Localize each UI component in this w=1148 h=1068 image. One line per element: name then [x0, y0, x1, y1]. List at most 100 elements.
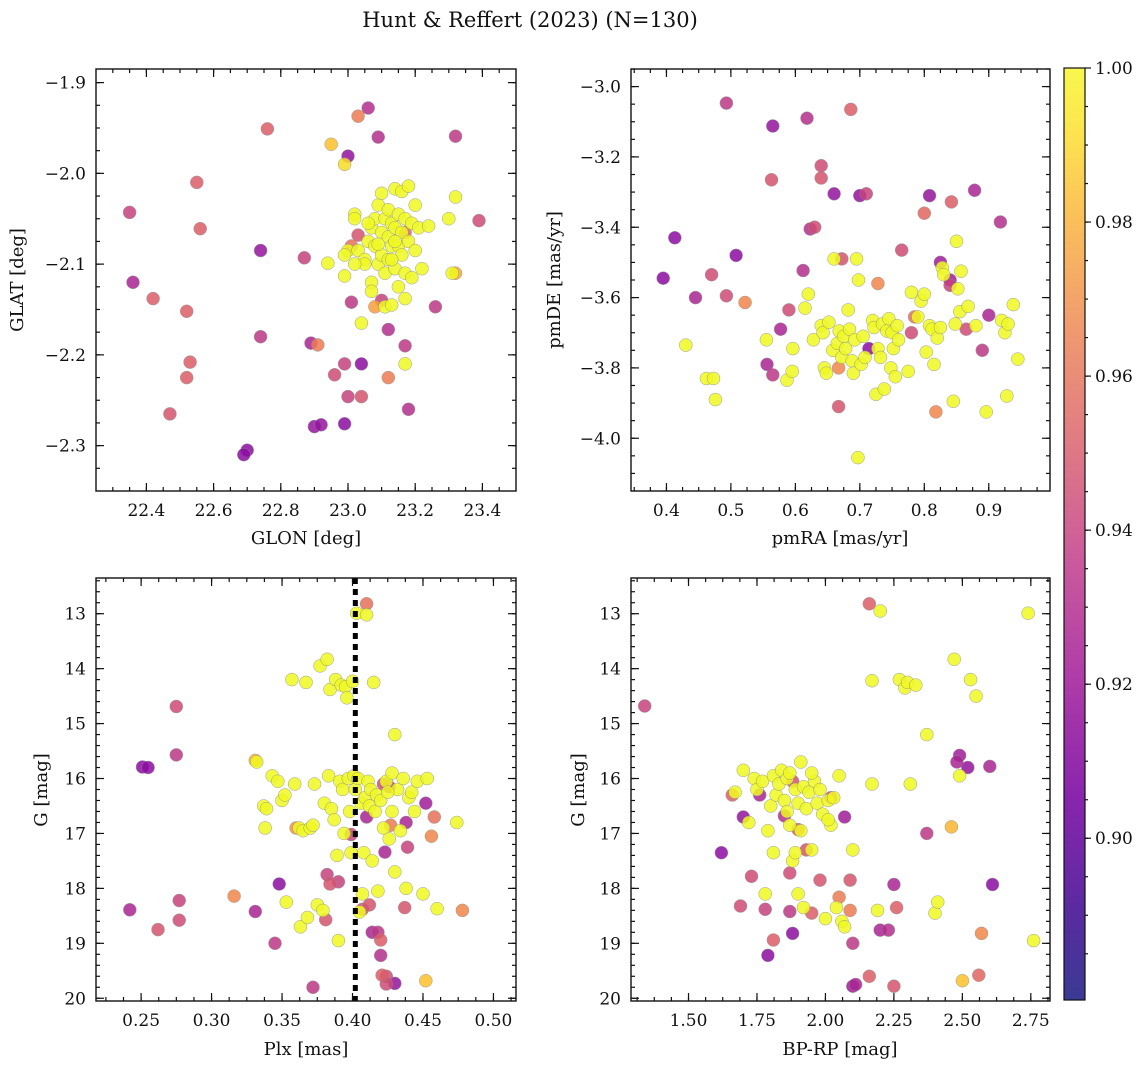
- p2-point: [936, 267, 951, 282]
- p2-points: [656, 96, 1025, 465]
- p1-point: [327, 368, 342, 382]
- p2-point: [917, 206, 932, 220]
- p4-point: [873, 604, 887, 618]
- p4-point: [813, 873, 827, 887]
- p2-point: [982, 308, 996, 322]
- p4-point: [744, 869, 759, 884]
- p3-point: [388, 727, 402, 742]
- p3-ytick-label: 19: [64, 934, 86, 954]
- p3-point: [306, 818, 320, 832]
- p3-point: [450, 815, 464, 830]
- p3-point: [331, 933, 346, 948]
- p4-point: [1021, 606, 1035, 620]
- p2-point: [929, 405, 943, 419]
- p4-point: [821, 812, 835, 827]
- figure-title: Hunt & Reffert (2023) (N=130): [362, 8, 698, 32]
- p1-point: [445, 266, 459, 280]
- p2-point: [1011, 352, 1025, 366]
- p1-point: [405, 270, 419, 285]
- p1-point: [398, 291, 412, 306]
- p4-point: [766, 933, 781, 947]
- p4-point: [826, 790, 841, 805]
- p3-point: [362, 898, 377, 912]
- p1-point: [183, 355, 197, 369]
- p1-point: [253, 243, 268, 258]
- p4-point: [714, 845, 729, 860]
- p2-point: [877, 382, 892, 396]
- p1-point: [398, 339, 412, 353]
- p1-point: [311, 338, 325, 352]
- p3-frame: [95, 577, 517, 1002]
- p2-point: [719, 289, 734, 303]
- p1-point: [163, 407, 177, 421]
- p4-point: [783, 866, 797, 880]
- p3-xtick-label: 0.35: [263, 1011, 301, 1031]
- p3-point: [123, 903, 137, 917]
- p4-point: [865, 673, 879, 688]
- p1-xtick-label: 23.4: [463, 501, 501, 521]
- p4-point: [794, 755, 808, 769]
- p3-point: [420, 771, 434, 786]
- p3-point: [373, 933, 388, 947]
- p1-point: [324, 137, 338, 152]
- p3-point: [285, 672, 299, 687]
- p3-xtick-label: 0.50: [475, 1011, 513, 1031]
- p2-point: [954, 264, 968, 278]
- p1-point: [190, 175, 204, 190]
- p1-point: [314, 418, 328, 432]
- p3-point: [365, 854, 379, 868]
- p1-point: [388, 234, 402, 249]
- p2-point: [871, 276, 885, 291]
- p2-point: [827, 187, 841, 201]
- p1-point: [428, 300, 443, 314]
- p3-point: [424, 829, 439, 843]
- p1-point: [337, 417, 352, 431]
- p3-point: [388, 865, 402, 879]
- p1-point: [361, 101, 375, 115]
- p2-point: [849, 252, 864, 266]
- p1-point: [442, 211, 456, 226]
- p3-ytick-label: 16: [64, 770, 86, 790]
- p2-point: [679, 338, 693, 352]
- p3-point: [330, 848, 344, 863]
- p3-point: [300, 910, 315, 925]
- p3-point: [337, 826, 351, 841]
- p4-point: [832, 769, 846, 783]
- p1-frame: [95, 68, 517, 492]
- p1-point: [351, 109, 365, 123]
- p2-point: [785, 364, 799, 379]
- panel-pmra-pmde: 0.4 0.5 0.6 0.7 0.8 0.9 −3.0 −3.2 −3.4 −3.6 −3.8 −4…: [544, 68, 1051, 549]
- p2-xtick-label: 0.7: [846, 501, 873, 521]
- p1-point: [351, 243, 365, 258]
- p4-point: [766, 845, 781, 860]
- p1-points: [122, 101, 486, 462]
- p2-point: [760, 357, 774, 372]
- p2-point: [969, 318, 983, 333]
- p1-point: [237, 447, 251, 462]
- p3-point: [399, 881, 413, 896]
- p4-ytick-label: 19: [599, 934, 621, 954]
- p3-point: [416, 887, 430, 901]
- p4-point: [843, 903, 857, 918]
- p2-ytick-label: −3.6: [580, 289, 621, 309]
- p1-point: [381, 322, 396, 337]
- p2-point: [814, 158, 828, 173]
- p1-point: [337, 248, 352, 262]
- p3-point: [151, 922, 165, 937]
- p4-point: [903, 777, 918, 791]
- p3-point: [385, 766, 399, 780]
- p2-ytick-label: −3.2: [580, 148, 621, 168]
- p2-frame: [630, 68, 1051, 492]
- p4-point: [755, 774, 770, 789]
- p3-point: [287, 777, 302, 791]
- p1-point: [361, 216, 375, 231]
- p2-point: [856, 329, 870, 344]
- p2-point: [719, 96, 734, 110]
- p4-xtick-label: 1.75: [738, 1011, 776, 1031]
- p3-point: [366, 675, 381, 690]
- p2-point: [764, 173, 779, 187]
- p1-point: [415, 261, 429, 276]
- p3-point: [327, 812, 341, 827]
- p1-xtick-label: 22.6: [195, 501, 233, 521]
- p2-xtick-label: 0.6: [782, 501, 809, 521]
